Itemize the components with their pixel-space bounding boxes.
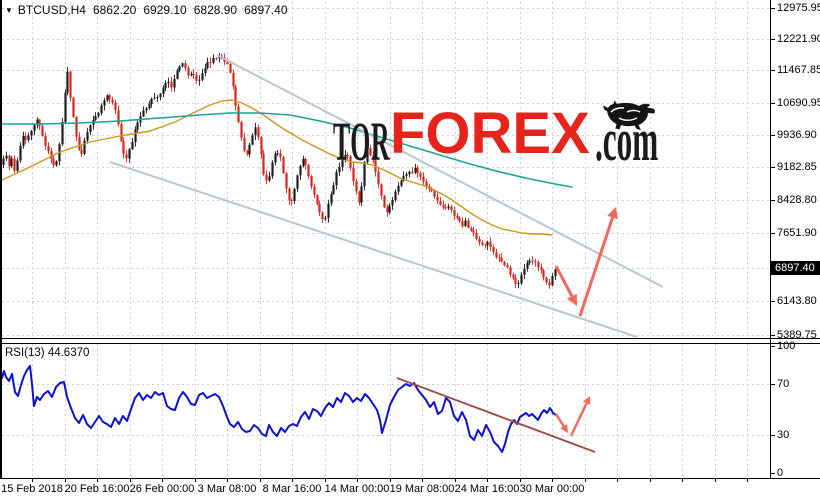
chart-title: ▼ BTCUSD,H4 6862.20 6929.10 6828.90 6897.40 <box>5 3 288 17</box>
ma-fast-line <box>0 99 553 236</box>
rsi-trendline[interactable] <box>396 377 596 453</box>
ohlc-high-value: 6929.10 <box>143 3 187 17</box>
ohlc-low-value: 6828.90 <box>193 3 238 17</box>
ma-slow-line <box>0 112 573 188</box>
price-axis-label: 8428.80 <box>777 194 817 206</box>
symbol-dropdown-icon[interactable]: ▼ <box>5 6 13 15</box>
rsi-up-arrow[interactable] <box>569 396 591 437</box>
rsi-axis-label: 70 <box>777 378 790 390</box>
symbol-period-label: BTCUSD,H4 <box>17 3 86 17</box>
date-axis-label: 20 Feb 16:00 <box>64 483 130 495</box>
rsi-axis-label: 100 <box>777 340 796 352</box>
rsi-axis-label: 0 <box>777 467 784 479</box>
rsi-line <box>1 365 557 453</box>
ohlc-open-value: 6862.20 <box>92 3 137 17</box>
price-trendline-upper[interactable] <box>216 54 664 288</box>
date-axis-label: 24 Mar 16:00 <box>454 483 520 495</box>
date-axis-label: 15 Feb 2018 <box>1 483 63 495</box>
ohlc-close-value: 6897.40 <box>244 3 288 17</box>
rsi-indicator-label: RSI(13) 44.6370 <box>5 347 90 359</box>
rsi-down-arrow[interactable] <box>554 413 568 433</box>
forecast-down-arrow[interactable] <box>554 265 577 306</box>
price-axis-label: 9182.85 <box>777 161 817 173</box>
rsi-axis-label: 30 <box>777 429 790 441</box>
price-axis-label: 10690.95 <box>777 97 820 109</box>
price-axis-label: 5389.75 <box>777 329 817 341</box>
date-axis-label: 19 Mar 08:00 <box>389 483 455 495</box>
price-axis-label: 12221.90 <box>777 33 820 45</box>
forecast-up-arrow[interactable] <box>578 207 618 317</box>
date-axis-label: 26 Feb 00:00 <box>129 483 195 495</box>
price-axis-label: 9936.90 <box>777 129 817 141</box>
price-axis-label: 6143.80 <box>777 295 817 307</box>
grid-lines <box>2 2 770 477</box>
price-axis-label: 7651.90 <box>777 227 817 239</box>
price-axis-label: 12975.95 <box>777 2 820 14</box>
date-axis-label: 14 Mar 00:00 <box>324 483 390 495</box>
price-axis-label: 11467.85 <box>777 64 820 76</box>
date-axis-label: 8 Mar 16:00 <box>262 483 322 495</box>
date-axis-label: 3 Mar 08:00 <box>197 483 257 495</box>
price-trendline-lower[interactable] <box>109 161 638 338</box>
chart-frame <box>0 0 820 482</box>
current-price-tag: 6897.40 <box>771 261 820 275</box>
date-axis-label: 30 Mar 00:00 <box>519 483 585 495</box>
